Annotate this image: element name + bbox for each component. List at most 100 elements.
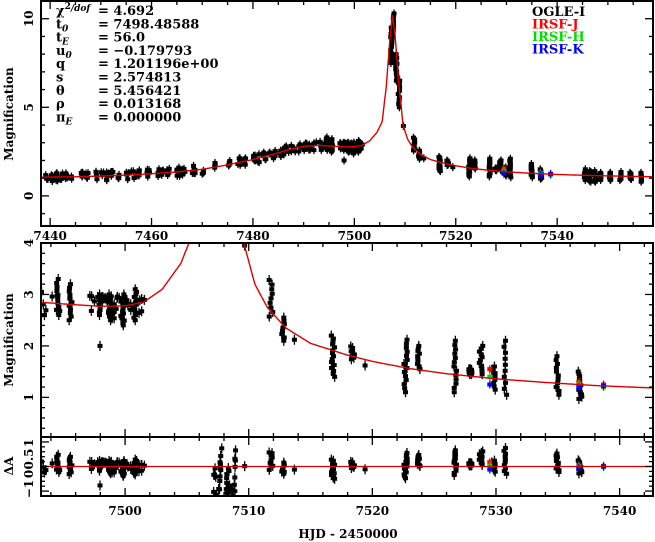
ogle-residual [362, 467, 368, 472]
y-tick-label: 0 [22, 470, 36, 478]
ogle-point [227, 101, 232, 105]
ogle-residual [211, 489, 217, 494]
legend-entry: OGLE-I [532, 5, 585, 20]
param-subscript: 0 [62, 24, 69, 34]
ogle-point [396, 105, 402, 110]
ogle-point [332, 374, 338, 379]
ogle-residual [454, 462, 460, 467]
x-tick-label: 7530 [479, 504, 512, 518]
ogle-point [134, 171, 140, 176]
ogle-point [96, 310, 102, 315]
ogle-point [113, 306, 119, 311]
ogle-point [252, 153, 258, 158]
ogle-point [278, 153, 284, 158]
ogle-point [391, 11, 397, 16]
ogle-point [133, 302, 139, 307]
ogle-point [492, 387, 498, 392]
zoom-panel: 1 2 3 4 [22, 33, 654, 438]
ogle-point [397, 78, 403, 83]
ogle-point [493, 166, 499, 171]
ogle-point [492, 371, 498, 376]
ogle-residual [556, 468, 562, 473]
ogle-point [286, 149, 292, 154]
ogle-point [281, 315, 287, 320]
ogle-point [554, 361, 560, 366]
ogle-residual [97, 483, 103, 488]
ogle-point [101, 296, 107, 301]
x-tick-label: 7480 [236, 229, 269, 243]
ogle-point [301, 148, 307, 153]
y-tick-label: 5 [22, 103, 36, 111]
ogle-point [96, 302, 102, 307]
ogle-residual [55, 452, 61, 457]
ogle-residual [451, 470, 457, 475]
ogle-residual [212, 466, 218, 471]
ogle-residual [401, 462, 407, 467]
ogle-point [53, 178, 59, 183]
irsf-k-point [487, 382, 493, 387]
param-superscript: 2 [65, 2, 71, 12]
ogle-point [553, 358, 559, 363]
ogle-point [57, 309, 63, 314]
legend-entry: IRSF-H [532, 30, 585, 45]
ogle-residual [281, 460, 287, 465]
ogle-residual [130, 465, 136, 470]
ogle-point [476, 360, 482, 365]
ogle-point [132, 307, 138, 312]
ogle-residual [136, 469, 142, 474]
ogle-point [89, 294, 95, 299]
ogle-point [288, 149, 294, 154]
ogle-point [498, 158, 504, 163]
fit-parameter: q [56, 57, 65, 72]
ogle-residual [503, 466, 509, 471]
ogle-residual [268, 458, 274, 463]
panel-frame [40, 0, 654, 227]
ogle-residual [213, 507, 218, 511]
ogle-residual [233, 448, 239, 453]
ogle-point [331, 368, 337, 373]
ogle-point [267, 150, 273, 155]
ogle-residual [504, 471, 510, 476]
ogle-residual [121, 459, 127, 464]
ogle-point [452, 351, 458, 356]
ogle-residual [214, 492, 220, 496]
fit-parameter: tE [56, 31, 69, 48]
ogle-point [279, 332, 285, 337]
param-value: = 1.201196e+00 [98, 57, 219, 72]
top-panel: 7440 7460 7480 7500 7520 7540 0 5 10 [22, 0, 654, 243]
ogle-point [116, 295, 122, 300]
ogle-point [63, 176, 69, 181]
ogle-point [478, 352, 484, 357]
ogle-point [224, 57, 229, 61]
ogle-residual [231, 482, 237, 487]
ogle-point [49, 294, 55, 299]
ogle-point [330, 336, 336, 341]
ogle-point [328, 333, 334, 338]
ogle-residual [43, 468, 49, 473]
ogle-point [232, 122, 237, 126]
ogle-point [156, 167, 162, 172]
ogle-point [306, 147, 312, 152]
ogle-point [502, 338, 508, 343]
ogle-point [160, 168, 166, 173]
ogle-point [146, 168, 152, 173]
legend-entry: IRSF-K [532, 43, 584, 58]
ogle-residual [212, 507, 217, 511]
ogle-residual [266, 467, 272, 472]
y-tick-label: 2 [22, 342, 36, 350]
ogle-point [281, 152, 287, 157]
ogle-residual [101, 460, 107, 465]
ogle-point [278, 148, 284, 153]
ogle-point [329, 357, 335, 362]
ogle-residual [223, 487, 229, 492]
ogle-point [288, 143, 294, 148]
ogle-residual [132, 457, 138, 462]
param-symbol: t [56, 17, 62, 32]
ogle-point [213, 33, 218, 37]
ogle-point [345, 140, 351, 145]
ogle-point [131, 315, 137, 320]
y-tick-label: 0 [22, 192, 36, 200]
ogle-point [351, 140, 357, 145]
ogle-point [106, 292, 112, 297]
ogle-residual [91, 462, 97, 467]
